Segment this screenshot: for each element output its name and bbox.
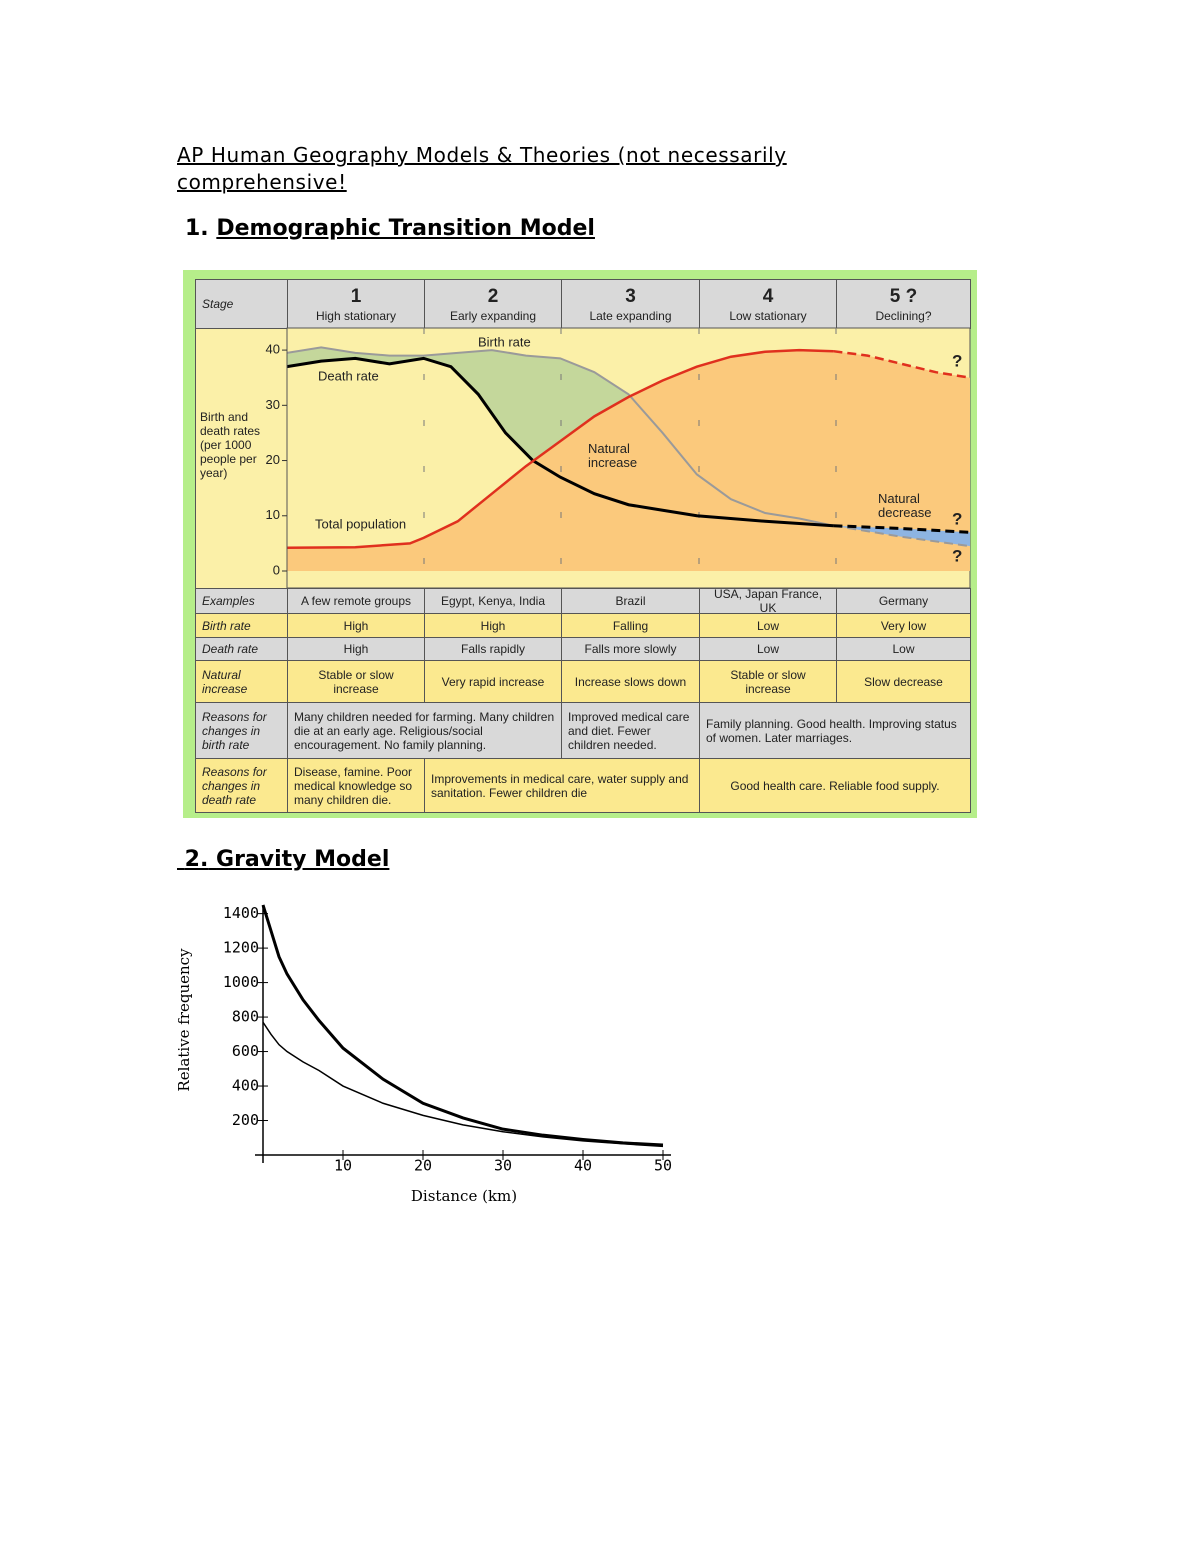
table-cell: Brazil [561, 588, 700, 614]
stage-name: Late expanding [589, 309, 672, 323]
document-title: AP Human Geography Models & Theories (no… [177, 143, 787, 194]
y-axis-title: Relative frequency [175, 948, 193, 1092]
table-cell: High [424, 613, 562, 638]
y-tick-label: 400 [232, 1077, 259, 1095]
table-cell: Low [836, 637, 971, 661]
section-heading: 2. Gravity Model [177, 847, 390, 872]
table-cell: Increase slows down [561, 660, 700, 703]
row-label: Reasons for changes in birth rate [195, 702, 288, 759]
stage-name: Declining? [875, 309, 932, 323]
table-cell: Improvements in medical care, water supp… [424, 758, 700, 813]
y-tick-label: 600 [232, 1042, 259, 1060]
axis-label-cell [195, 328, 288, 589]
y-tick-label: 200 [232, 1111, 259, 1129]
y-tick-label: 1200 [223, 939, 259, 957]
table-cell: High [287, 637, 425, 661]
section-number: 1. [185, 216, 209, 241]
y-axis-title: Birth and death rates (per 1000 people p… [200, 410, 261, 480]
table-cell: Falls more slowly [561, 637, 700, 661]
table-cell: USA, Japan France, UK [699, 587, 837, 615]
stage-cell: 4 Low stationary [699, 279, 837, 329]
stage-cell: 1 High stationary [287, 279, 425, 329]
x-tick-label: 30 [494, 1157, 512, 1175]
stage-name: High stationary [315, 309, 397, 323]
table-cell: Low [699, 613, 837, 638]
section-title: Demographic Transition Model [216, 216, 595, 241]
series-line [262, 1021, 664, 1148]
table-cell: High [287, 613, 425, 638]
row-label: Death rate [195, 637, 288, 661]
series-line [261, 904, 664, 1147]
stage-cell: 2 Early expanding [424, 279, 562, 329]
row-label: Examples [195, 588, 288, 614]
stage-number: 3 [625, 286, 636, 307]
stage-name: Early expanding [449, 309, 537, 323]
table-cell: Falling [561, 613, 700, 638]
stage-number: 4 [762, 286, 774, 307]
table-cell: Falls rapidly [424, 637, 562, 661]
stage-number: 2 [487, 286, 499, 307]
section-heading: 1. Demographic Transition Model [185, 216, 595, 241]
x-tick-label: 50 [654, 1157, 672, 1175]
x-tick-label: 10 [334, 1157, 352, 1175]
row-label: Natural increase [195, 660, 288, 703]
x-tick-label: 20 [414, 1157, 432, 1175]
stage-number: 5 ? [889, 286, 918, 307]
section-title: Gravity Model [216, 847, 390, 872]
table-cell: Germany [836, 588, 971, 614]
stage-cell: 3 Late expanding [561, 279, 700, 329]
table-cell: Disease, famine. Poor medical knowledge … [287, 758, 425, 813]
table-cell: Stable or slow increase [699, 660, 837, 703]
y-tick-label: 1400 [223, 904, 259, 922]
x-tick-label: 40 [574, 1157, 592, 1175]
row-label: Birth rate [195, 613, 288, 638]
table-cell: Low [699, 637, 837, 661]
table-cell: Slow decrease [836, 660, 971, 703]
row-label: Reasons for changes in death rate [195, 758, 288, 813]
x-axis-title: Distance (km) [411, 1187, 517, 1205]
table-cell: Good health care. Reliable food supply. [699, 758, 971, 813]
stage-cell: 5 ? Declining? [836, 279, 971, 329]
table-cell: Many children needed for farming. Many c… [287, 702, 562, 759]
table-cell: A few remote groups [287, 588, 425, 614]
y-tick-label: 800 [232, 1008, 259, 1026]
section-number: 2. [184, 847, 209, 872]
table-cell: Egypt, Kenya, India [424, 588, 562, 614]
stage-name: Low stationary [729, 309, 807, 323]
table-cell: Family planning. Good health. Improving … [699, 702, 971, 759]
table-cell: Very low [836, 613, 971, 638]
table-cell: Stable or slow increase [287, 660, 425, 703]
table-cell: Improved medical care and diet. Fewer ch… [561, 702, 700, 759]
y-tick-label: 1000 [223, 973, 259, 991]
table-cell: Very rapid increase [424, 660, 562, 703]
stage-header: Stage [195, 279, 288, 329]
stage-number: 1 [350, 286, 362, 307]
